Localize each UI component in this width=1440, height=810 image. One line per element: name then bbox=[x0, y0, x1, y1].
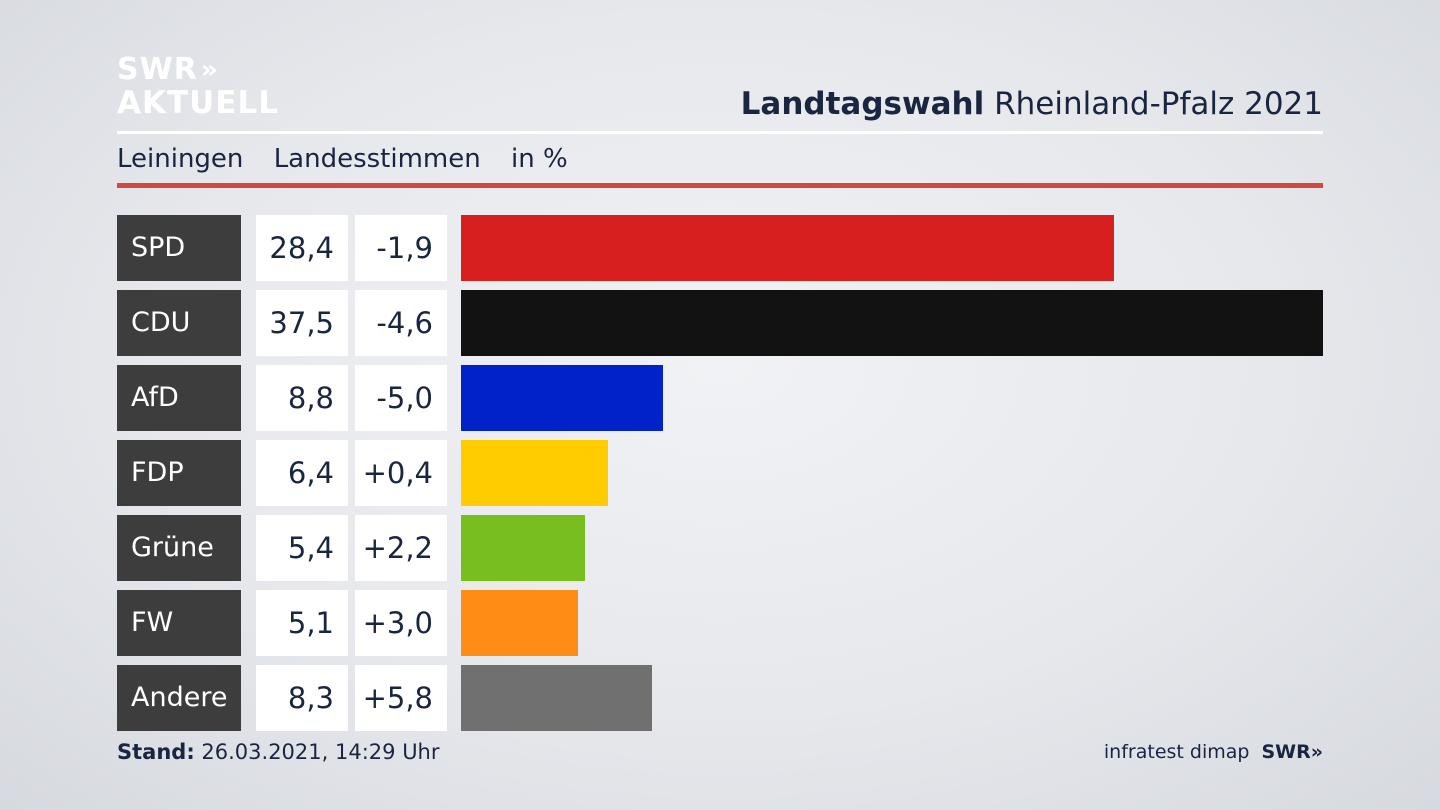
result-bar bbox=[461, 365, 663, 431]
vote-change-value: +2,2 bbox=[355, 515, 447, 581]
subtitle-district: Leiningen bbox=[117, 144, 244, 174]
logo-text-aktuell: AKTUELL bbox=[117, 85, 280, 121]
subtitle-vote-type: Landesstimmen bbox=[273, 144, 481, 174]
result-bar bbox=[461, 215, 1114, 281]
party-label: Andere bbox=[117, 665, 241, 731]
vote-change-value: -5,0 bbox=[355, 365, 447, 431]
logo-text-swr: SWR bbox=[117, 52, 198, 87]
result-bar bbox=[461, 515, 585, 581]
swr-aktuell-logo: SWR » AKTUELL bbox=[117, 55, 279, 119]
chart-title-rest: Rheinland-Pfalz 2021 bbox=[994, 86, 1323, 122]
vote-share-value: 28,4 bbox=[256, 215, 348, 281]
vote-share-value: 5,1 bbox=[256, 590, 348, 656]
result-bar bbox=[461, 440, 608, 506]
logo-arrows-icon: » bbox=[200, 55, 218, 85]
party-row: AfD 8,8 -5,0 bbox=[117, 365, 1323, 431]
timestamp-value: 26.03.2021, 14:29 Uhr bbox=[201, 740, 440, 764]
vote-change-value: -4,6 bbox=[355, 290, 447, 356]
vote-share-value: 37,5 bbox=[256, 290, 348, 356]
party-label: SPD bbox=[117, 215, 241, 281]
result-bar bbox=[461, 665, 652, 731]
timestamp-label: Stand: bbox=[117, 740, 195, 764]
source-credit: infratest dimap SWR» bbox=[1104, 741, 1323, 763]
party-row: FDP 6,4 +0,4 bbox=[117, 440, 1323, 506]
vote-change-value: -1,9 bbox=[355, 215, 447, 281]
party-row: Grüne 5,4 +2,2 bbox=[117, 515, 1323, 581]
party-row: CDU 37,5 -4,6 bbox=[117, 290, 1323, 356]
subtitle-divider bbox=[117, 183, 1323, 188]
chart-title: Landtagswahl Rheinland-Pfalz 2021 bbox=[741, 86, 1323, 122]
party-row: SPD 28,4 -1,9 bbox=[117, 215, 1323, 281]
vote-change-value: +5,8 bbox=[355, 665, 447, 731]
vote-share-value: 8,3 bbox=[256, 665, 348, 731]
vote-share-value: 8,8 bbox=[256, 365, 348, 431]
title-divider bbox=[117, 131, 1323, 134]
result-bar bbox=[461, 290, 1323, 356]
party-row: Andere 8,3 +5,8 bbox=[117, 665, 1323, 731]
party-label: Grüne bbox=[117, 515, 241, 581]
chart-subtitle: Leiningen Landesstimmen in % bbox=[117, 144, 590, 174]
vote-share-value: 5,4 bbox=[256, 515, 348, 581]
result-bar bbox=[461, 590, 578, 656]
chart-title-bold: Landtagswahl bbox=[740, 86, 985, 122]
source-label: infratest dimap bbox=[1103, 741, 1250, 763]
vote-share-value: 6,4 bbox=[256, 440, 348, 506]
vote-change-value: +3,0 bbox=[355, 590, 447, 656]
party-row: FW 5,1 +3,0 bbox=[117, 590, 1323, 656]
party-label: AfD bbox=[117, 365, 241, 431]
subtitle-unit: in % bbox=[511, 144, 568, 174]
party-label: FDP bbox=[117, 440, 241, 506]
vote-change-value: +0,4 bbox=[355, 440, 447, 506]
party-label: CDU bbox=[117, 290, 241, 356]
party-label: FW bbox=[117, 590, 241, 656]
swr-brand-logo: SWR» bbox=[1261, 741, 1323, 763]
timestamp: Stand: 26.03.2021, 14:29 Uhr bbox=[117, 740, 440, 764]
